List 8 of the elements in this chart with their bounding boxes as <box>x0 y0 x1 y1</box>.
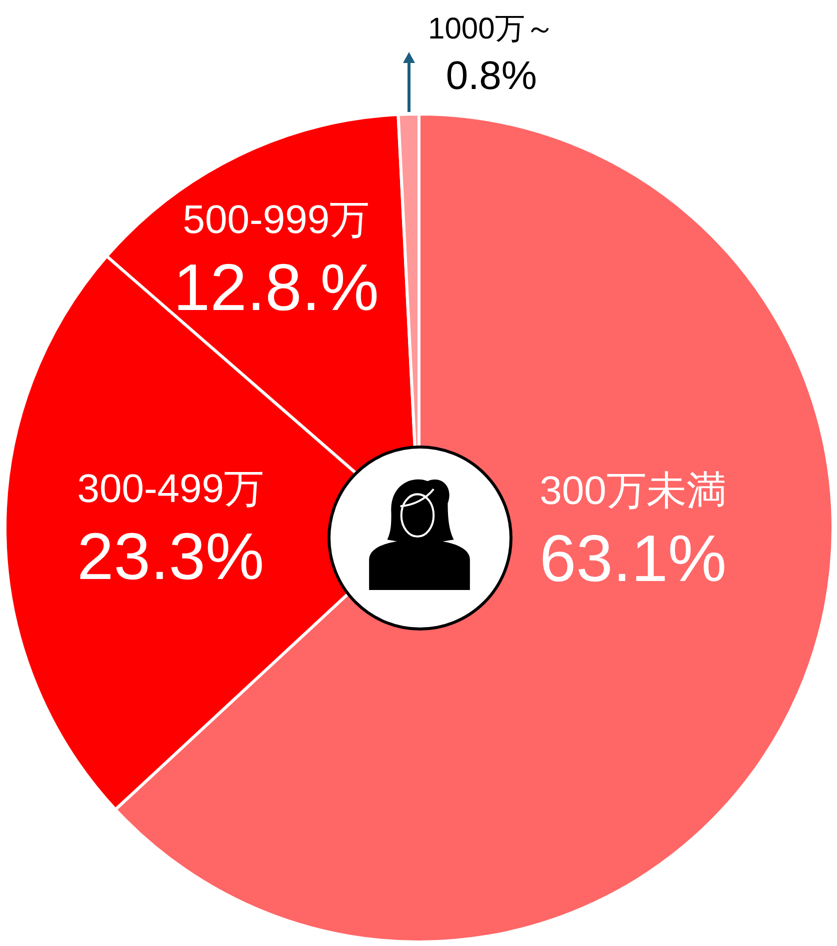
data-label: 63.1% <box>539 521 727 596</box>
data-label: 23.3% <box>77 519 264 593</box>
data-label: 0.8% <box>446 54 537 98</box>
data-label: 12.8.% <box>173 250 379 324</box>
slice-label: 300万未満 <box>540 469 726 514</box>
slice-label: 1000万～ <box>428 12 555 46</box>
slice-label: 300-499万 <box>77 467 264 511</box>
slice-label: 500-999万 <box>182 198 370 242</box>
